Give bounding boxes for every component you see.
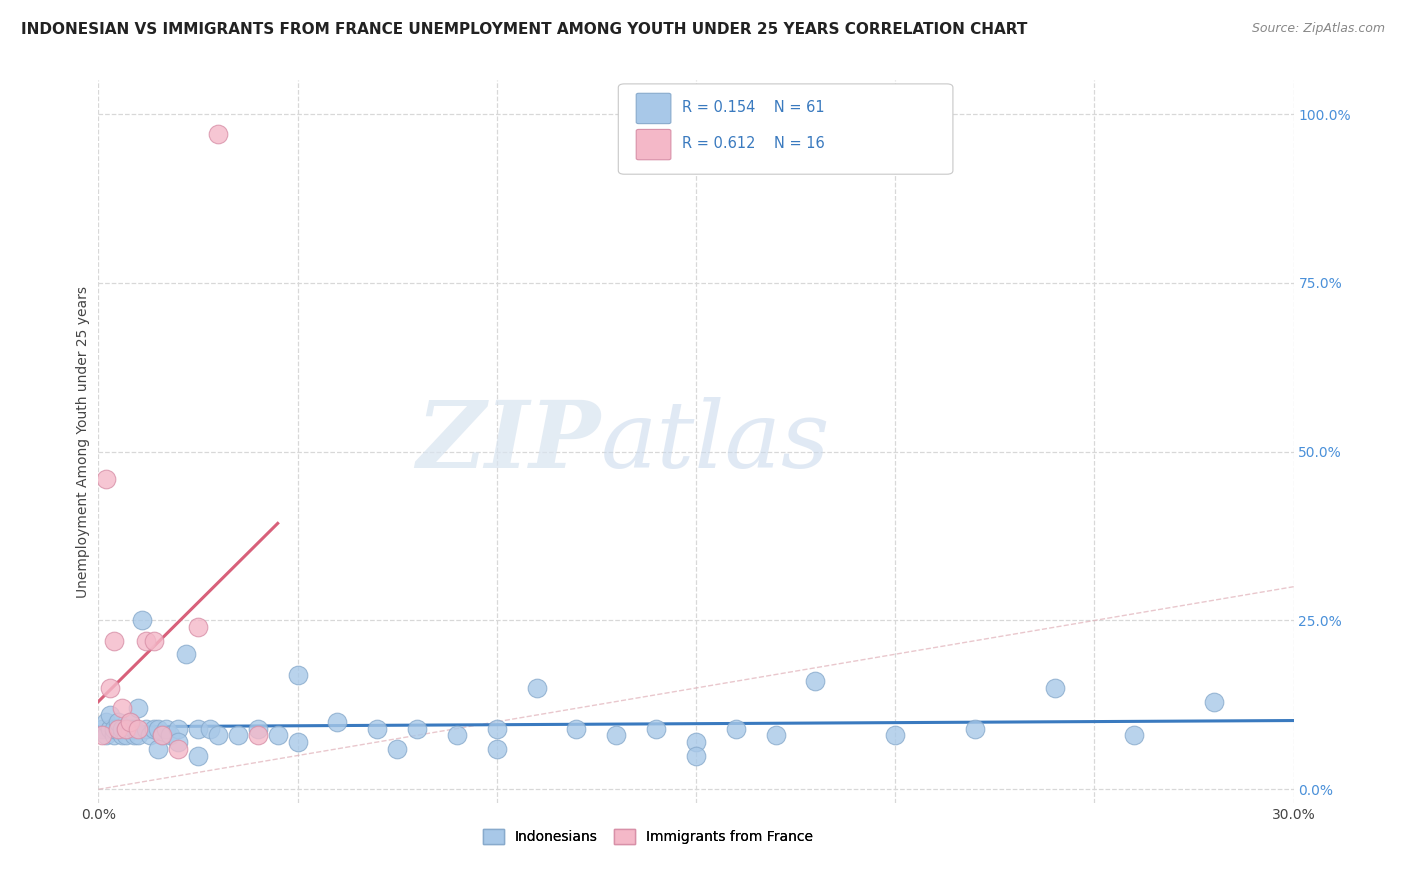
Point bbox=[103, 722, 125, 736]
Point bbox=[685, 735, 707, 749]
Point bbox=[446, 728, 468, 742]
Point bbox=[111, 728, 134, 742]
Point bbox=[135, 633, 157, 648]
Point bbox=[96, 728, 118, 742]
Point bbox=[406, 722, 429, 736]
Point bbox=[107, 722, 129, 736]
Point bbox=[605, 728, 627, 742]
Point bbox=[207, 128, 229, 142]
Point bbox=[98, 681, 122, 695]
Point bbox=[115, 728, 138, 742]
Point bbox=[246, 728, 269, 742]
Point bbox=[120, 714, 142, 729]
Point bbox=[127, 722, 149, 736]
Point bbox=[884, 728, 907, 742]
Point bbox=[120, 722, 142, 736]
Point bbox=[187, 620, 209, 634]
Text: atlas: atlas bbox=[600, 397, 830, 486]
Point bbox=[111, 722, 134, 736]
Point bbox=[1123, 728, 1146, 742]
Text: R = 0.154    N = 61: R = 0.154 N = 61 bbox=[682, 100, 824, 115]
Text: INDONESIAN VS IMMIGRANTS FROM FRANCE UNEMPLOYMENT AMONG YOUTH UNDER 25 YEARS COR: INDONESIAN VS IMMIGRANTS FROM FRANCE UNE… bbox=[21, 22, 1028, 37]
Point bbox=[159, 728, 181, 742]
Point bbox=[167, 722, 190, 736]
Point bbox=[111, 701, 134, 715]
Point bbox=[96, 472, 118, 486]
Point bbox=[326, 714, 349, 729]
Point bbox=[103, 728, 125, 742]
Point bbox=[124, 722, 146, 736]
Point bbox=[167, 735, 190, 749]
Point bbox=[963, 722, 986, 736]
Point bbox=[127, 701, 149, 715]
Point bbox=[150, 728, 173, 742]
Point bbox=[139, 728, 162, 742]
Point bbox=[485, 741, 508, 756]
Point bbox=[765, 728, 787, 742]
Point bbox=[1043, 681, 1066, 695]
Point bbox=[103, 633, 125, 648]
Point bbox=[148, 741, 170, 756]
Point bbox=[143, 722, 166, 736]
Point bbox=[685, 748, 707, 763]
Y-axis label: Unemployment Among Youth under 25 years: Unemployment Among Youth under 25 years bbox=[76, 285, 90, 598]
Point bbox=[287, 735, 309, 749]
Point bbox=[207, 728, 229, 742]
Point bbox=[115, 722, 138, 736]
Point bbox=[174, 647, 197, 661]
Point bbox=[366, 722, 388, 736]
Point bbox=[724, 722, 747, 736]
FancyBboxPatch shape bbox=[637, 94, 671, 124]
Point bbox=[115, 722, 138, 736]
Point bbox=[287, 667, 309, 681]
Point bbox=[96, 714, 118, 729]
Text: ZIP: ZIP bbox=[416, 397, 600, 486]
Text: Source: ZipAtlas.com: Source: ZipAtlas.com bbox=[1251, 22, 1385, 36]
Point bbox=[565, 722, 588, 736]
Point bbox=[91, 722, 114, 736]
Point bbox=[526, 681, 548, 695]
Point bbox=[155, 722, 177, 736]
Point bbox=[385, 741, 409, 756]
Point bbox=[198, 722, 221, 736]
FancyBboxPatch shape bbox=[637, 129, 671, 160]
Point bbox=[645, 722, 668, 736]
Point bbox=[124, 728, 146, 742]
Point bbox=[246, 722, 269, 736]
Point bbox=[804, 674, 827, 689]
Point bbox=[1202, 694, 1225, 708]
Point bbox=[107, 722, 129, 736]
Point bbox=[167, 741, 190, 756]
Point bbox=[150, 728, 173, 742]
Point bbox=[127, 728, 149, 742]
FancyBboxPatch shape bbox=[619, 84, 953, 174]
Text: R = 0.612    N = 16: R = 0.612 N = 16 bbox=[682, 136, 824, 152]
Point bbox=[120, 714, 142, 729]
Point bbox=[187, 748, 209, 763]
Point bbox=[135, 722, 157, 736]
Point bbox=[131, 614, 153, 628]
Point bbox=[91, 728, 114, 742]
Point bbox=[187, 722, 209, 736]
Point bbox=[98, 722, 122, 736]
Legend: Indonesians, Immigrants from France: Indonesians, Immigrants from France bbox=[478, 823, 818, 850]
Point bbox=[143, 633, 166, 648]
Point bbox=[107, 714, 129, 729]
Point bbox=[148, 722, 170, 736]
Point bbox=[98, 708, 122, 723]
Point bbox=[267, 728, 290, 742]
Point bbox=[226, 728, 249, 742]
Point bbox=[485, 722, 508, 736]
